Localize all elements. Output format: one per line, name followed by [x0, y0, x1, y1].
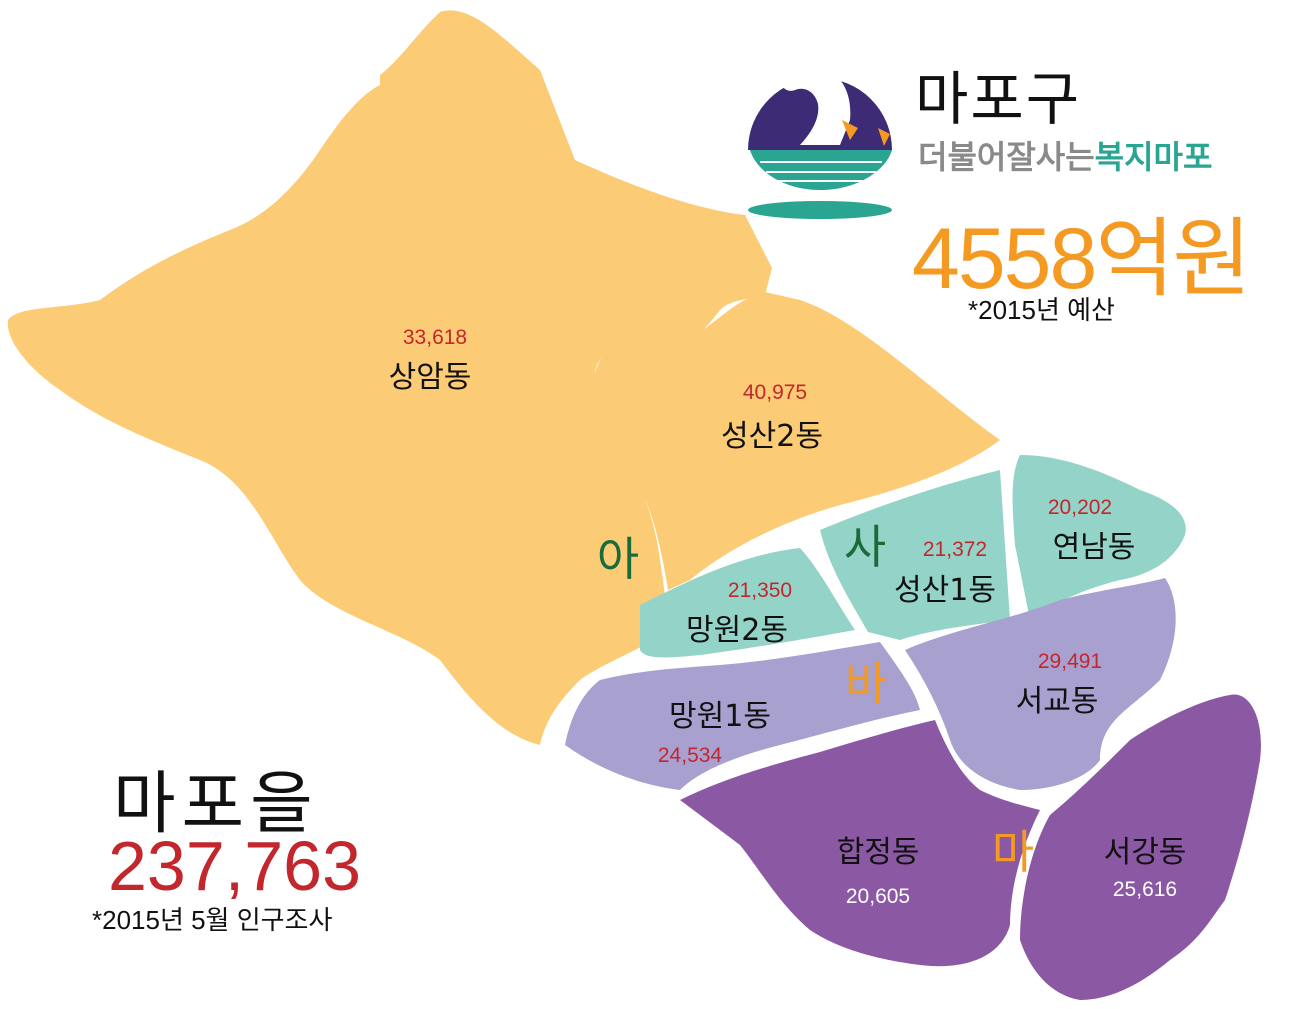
population-mangwon2: 21,350: [728, 579, 792, 602]
population-seogyo: 29,491: [1038, 650, 1102, 673]
dong-name-seogang: 서강동: [1104, 835, 1187, 870]
dong-name-mangwon2: 망원2동: [686, 613, 788, 648]
logo-accent: [878, 128, 890, 146]
slogan-green: 복지마포: [1094, 138, 1213, 176]
budget-amount: 4558억원: [912, 211, 1252, 307]
region-seongsan1[interactable]: [820, 470, 1010, 640]
region-seogang[interactable]: [1020, 694, 1261, 1000]
logo-beak: [842, 120, 858, 140]
dong-name-yeonnam: 연남동: [1053, 530, 1136, 565]
zone-letter-ah: 아: [597, 532, 639, 586]
region-mangwon1[interactable]: [565, 642, 920, 790]
population-hapjeong: 20,605: [846, 885, 910, 908]
zone-letter-ba: 바: [845, 657, 887, 711]
population-seongsan2: 40,975: [743, 381, 807, 404]
dong-name-sangam: 상암동: [389, 360, 472, 395]
budget-note: *2015년 예산: [968, 295, 1115, 325]
dong-name-seongsan2: 성산2동: [721, 419, 823, 454]
region-yeonnam[interactable]: [1012, 455, 1186, 620]
zone-letters: 아 사 바 마: [597, 520, 1034, 879]
logo-base: [748, 201, 892, 219]
slogan-gray: 더불어잘사는: [918, 138, 1095, 176]
logo-boat: [750, 150, 892, 190]
zone-letter-sa: 사: [844, 520, 886, 574]
dong-name-seogyo: 서교동: [1016, 684, 1099, 719]
district-name: 마포을: [113, 765, 319, 844]
region-seogyo[interactable]: [905, 578, 1176, 790]
dong-name-mangwon1: 망원1동: [669, 699, 771, 734]
population-yeonnam: 20,202: [1048, 496, 1112, 519]
dong-name-hapjeong: 합정동: [837, 835, 920, 870]
dong-labels: 33,618 상암동 40,975 성산2동 20,202 연남동 21,372…: [389, 326, 1187, 908]
district-population: 237,763: [108, 827, 362, 905]
region-hapjeong[interactable]: [680, 720, 1040, 967]
population-note: *2015년 5월 인구조사: [92, 905, 333, 935]
mapo-logo: [748, 63, 892, 219]
slogan: 더불어잘사는복지마포: [918, 132, 1212, 178]
logo-bird-shape: [780, 63, 851, 146]
dong-name-seongsan1: 성산1동: [894, 573, 996, 608]
region-seongsan2[interactable]: [590, 292, 1000, 590]
population-mangwon1: 24,534: [658, 744, 723, 767]
region-mangwon2[interactable]: [640, 548, 855, 658]
page-title: 마포구: [915, 65, 1082, 133]
population-sangam: 33,618: [403, 326, 467, 349]
region-sangam[interactable]: [7, 10, 773, 746]
population-seongsan1: 21,372: [923, 538, 987, 561]
zone-letter-ma: 마: [992, 825, 1034, 879]
population-seogang: 25,616: [1113, 878, 1177, 901]
